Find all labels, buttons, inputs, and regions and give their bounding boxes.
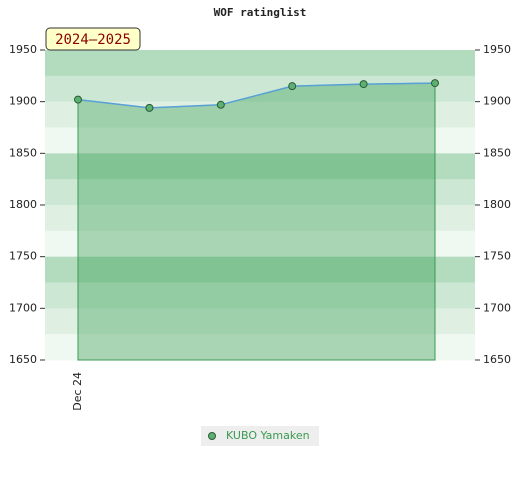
badge-box	[45, 27, 141, 51]
y2-tick-label: 1750	[483, 250, 511, 263]
area-fill	[77, 82, 436, 361]
background-band	[45, 101, 475, 128]
y-tick-label: 1800	[9, 198, 37, 211]
y-tick-label: 1900	[9, 95, 37, 108]
point	[74, 95, 82, 104]
legend-box	[201, 426, 319, 446]
y-tick-label: 1950	[9, 43, 37, 56]
y-tick-label: 1850	[9, 146, 37, 159]
point	[431, 79, 439, 88]
y-tick-label: 1700	[9, 301, 37, 314]
point	[359, 80, 368, 89]
y2-tick-label: 1700	[483, 301, 511, 314]
background-band	[45, 75, 475, 103]
background-band	[45, 282, 475, 309]
y-tick-label: 1650	[9, 353, 37, 366]
y-tick-label: 1750	[9, 250, 37, 263]
y2-tick-label: 1800	[483, 198, 511, 211]
plot-area	[45, 50, 475, 361]
y2-tick-label: 1650	[483, 353, 511, 366]
background-band	[45, 205, 475, 232]
background-band	[45, 50, 475, 77]
y2-tick-label: 1850	[483, 146, 511, 159]
x-tick-label: Dec 24	[71, 372, 84, 411]
chart-title: WOF ratinglist	[214, 6, 307, 19]
y2-tick-label: 1900	[483, 95, 511, 108]
background-band	[45, 308, 475, 335]
background-band	[45, 230, 475, 258]
y2-tick-label: 1950	[483, 43, 511, 56]
background-band	[45, 127, 475, 154]
background-band	[45, 179, 475, 206]
point	[216, 100, 225, 109]
point	[288, 82, 297, 91]
legend-marker	[208, 432, 216, 440]
line	[77, 82, 436, 109]
badge: 2024–2025	[55, 32, 131, 48]
background-band	[45, 256, 475, 283]
background-band	[45, 153, 475, 180]
legend-label: KUBO Yamaken	[226, 429, 310, 442]
background-band	[45, 334, 475, 361]
point	[145, 103, 154, 112]
